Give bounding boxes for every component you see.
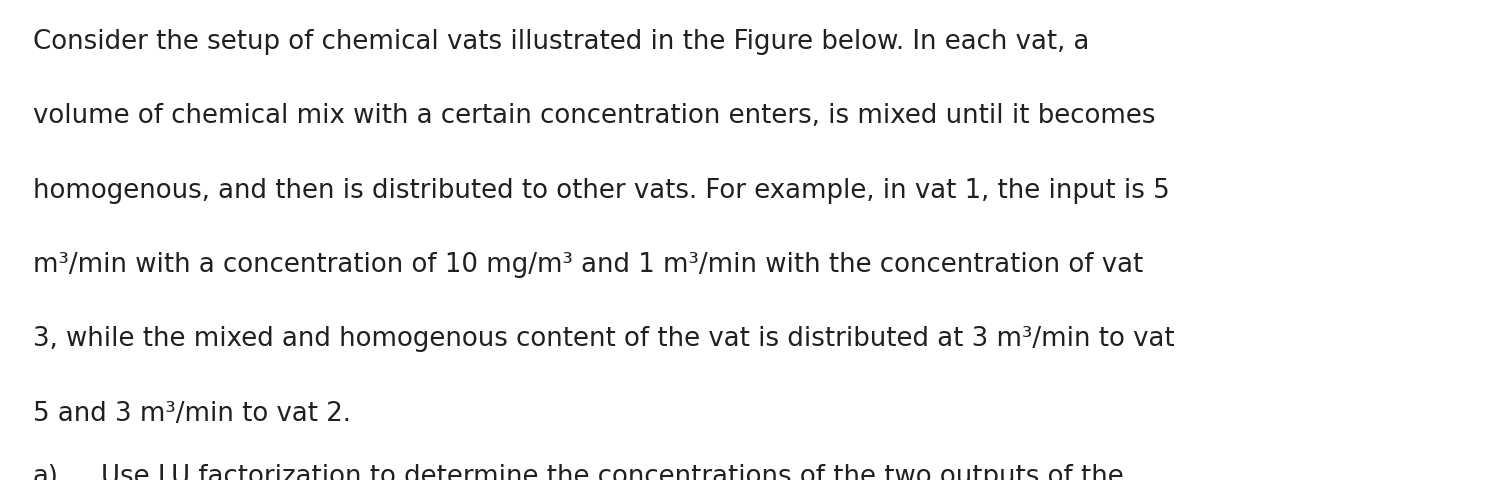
Text: volume of chemical mix with a certain concentration enters, is mixed until it be: volume of chemical mix with a certain co… (33, 103, 1155, 129)
Text: Use LU factorization to determine the concentrations of the two outputs of the: Use LU factorization to determine the co… (101, 464, 1124, 480)
Text: a): a) (33, 464, 59, 480)
Text: 5 and 3 m³/min to vat 2.: 5 and 3 m³/min to vat 2. (33, 401, 350, 427)
Text: m³/min with a concentration of 10 mg/m³ and 1 m³/min with the concentration of v: m³/min with a concentration of 10 mg/m³ … (33, 252, 1143, 278)
Text: homogenous, and then is distributed to other vats. For example, in vat 1, the in: homogenous, and then is distributed to o… (33, 178, 1169, 204)
Text: 3, while the mixed and homogenous content of the vat is distributed at 3 m³/min : 3, while the mixed and homogenous conten… (33, 326, 1175, 352)
Text: Consider the setup of chemical vats illustrated in the Figure below. In each vat: Consider the setup of chemical vats illu… (33, 29, 1089, 55)
